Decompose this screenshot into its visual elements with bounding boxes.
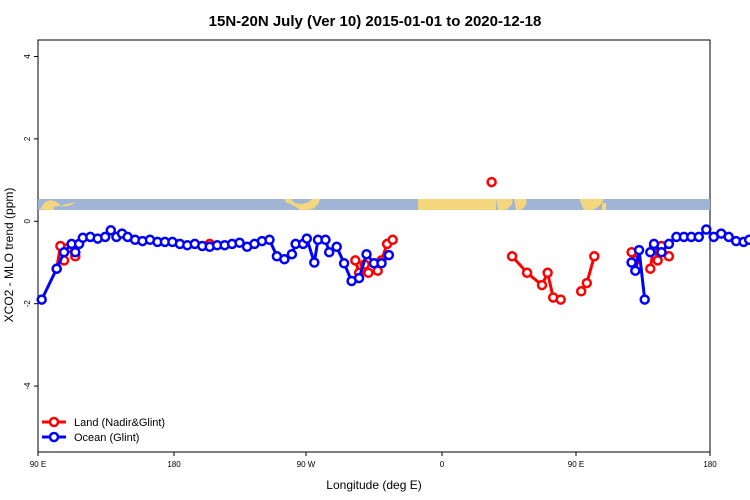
series-ocean-point [376,258,387,269]
x-tick-label: 180 [167,460,181,469]
y-tick-label: 4 [23,54,32,59]
series-ocean-point [70,246,81,258]
y-tick-label: -4 [23,382,32,390]
series-ocean-point [648,238,660,250]
series-ocean-point [234,237,245,248]
x-tick-label: 90 W [297,460,316,469]
legend-ocean-marker [48,431,60,443]
series-ocean-point [58,246,70,258]
y-axis: -4 -2 0 2 4 [23,54,38,390]
x-tick-label: 90 E [30,460,46,469]
series-ocean-point [286,248,298,260]
series-layer [36,176,750,305]
series-ocean-point [51,263,62,274]
series-ocean-point [383,249,395,261]
y-tick-label: 0 [23,219,32,224]
legend-ocean-label: Ocean (Glint) [74,432,139,444]
legend-land-marker [48,416,60,428]
x-axis-label: Longitude (deg E) [326,478,421,492]
plot-frame [37,39,711,453]
series-ocean-point [361,248,372,260]
x-tick-label: 90 E [568,460,584,469]
x-axis: 90 E 180 90 W 0 90 E 180 [30,452,717,469]
y-tick-label: 2 [23,136,32,141]
series-ocean-point [264,234,275,246]
series-land-point [652,255,663,266]
series-ocean-point [663,238,675,250]
series-ocean-point [279,253,290,265]
series-ocean-point [626,257,637,268]
series-land-point [575,286,587,297]
legend: Land (Nadir&Glint) Ocean (Glint) [42,416,165,444]
series-ocean-point [630,265,641,276]
series-ocean-point [639,294,650,305]
y-tick-label: -2 [23,300,32,308]
series-ocean-point [656,246,667,258]
series-ocean-point [99,231,111,243]
series-land-point [645,263,656,274]
y-axis-label: XCO2 - MLO trend (ppm) [2,188,16,323]
series-ocean-point [693,231,705,243]
series-ocean-point [331,241,342,253]
series-ocean-point [309,257,320,268]
series-ocean-point [105,225,117,236]
chart-title: 15N-20N July (Ver 10) 2015-01-01 to 2020… [209,13,542,30]
series-ocean-point [323,246,335,258]
series-land-point [363,267,374,279]
series-ocean-point [633,244,645,256]
series-ocean-point [338,258,350,269]
series-land-point [542,267,553,279]
series-land-point [506,251,518,262]
series-land-point [555,294,566,305]
series-land-point [486,176,497,188]
series-land-point [589,251,600,262]
series-land-point [521,267,533,279]
series-land-point [387,234,398,246]
series-ocean-point [353,272,365,284]
series-ocean-point [723,231,734,243]
land-mask-strip [38,199,710,210]
x-tick-label: 180 [703,460,717,469]
series-land-point [581,277,593,289]
series-land-point [350,255,361,266]
series-ocean-point [701,224,712,235]
series-ocean-point [301,233,313,244]
series-ocean [36,224,750,305]
series-ocean-point [320,234,331,246]
series-land-point [663,251,675,262]
x-tick-label: 0 [440,460,445,469]
series-ocean-point [645,246,656,258]
series-land-point [536,279,548,291]
series-ocean-point [36,294,47,305]
legend-land-label: Land (Nadir&Glint) [74,417,165,429]
series-ocean-point [743,234,750,246]
